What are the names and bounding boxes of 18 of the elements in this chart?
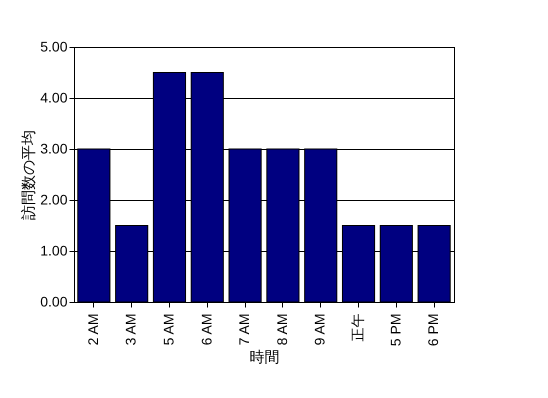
x-tick-label: 5 AM: [160, 314, 176, 346]
x-tick-label: 9 AM: [312, 314, 328, 346]
x-axis-title: 時間: [250, 349, 280, 366]
x-tick-label: 正午: [350, 314, 366, 342]
x-tick-label: 6 AM: [198, 314, 214, 346]
x-tick-label: 6 PM: [425, 314, 442, 346]
x-tick-label: 7 AM: [236, 314, 252, 346]
y-tick-label: 1.00: [40, 242, 68, 258]
y-tick-label: 4.00: [40, 90, 68, 106]
y-tick-label: 5.00: [40, 38, 68, 54]
y-axis-title: 訪問数の平均: [20, 130, 38, 220]
x-tick-label: 8 AM: [274, 314, 290, 346]
y-tick-label: 0.00: [40, 294, 68, 310]
x-tick-label: 3 AM: [122, 314, 139, 346]
y-tick-label: 3.00: [40, 140, 68, 156]
x-tick-label: 5 PM: [387, 314, 404, 346]
y-tick-label: 2.00: [40, 192, 68, 208]
x-tick-label: 2 AM: [84, 314, 101, 346]
